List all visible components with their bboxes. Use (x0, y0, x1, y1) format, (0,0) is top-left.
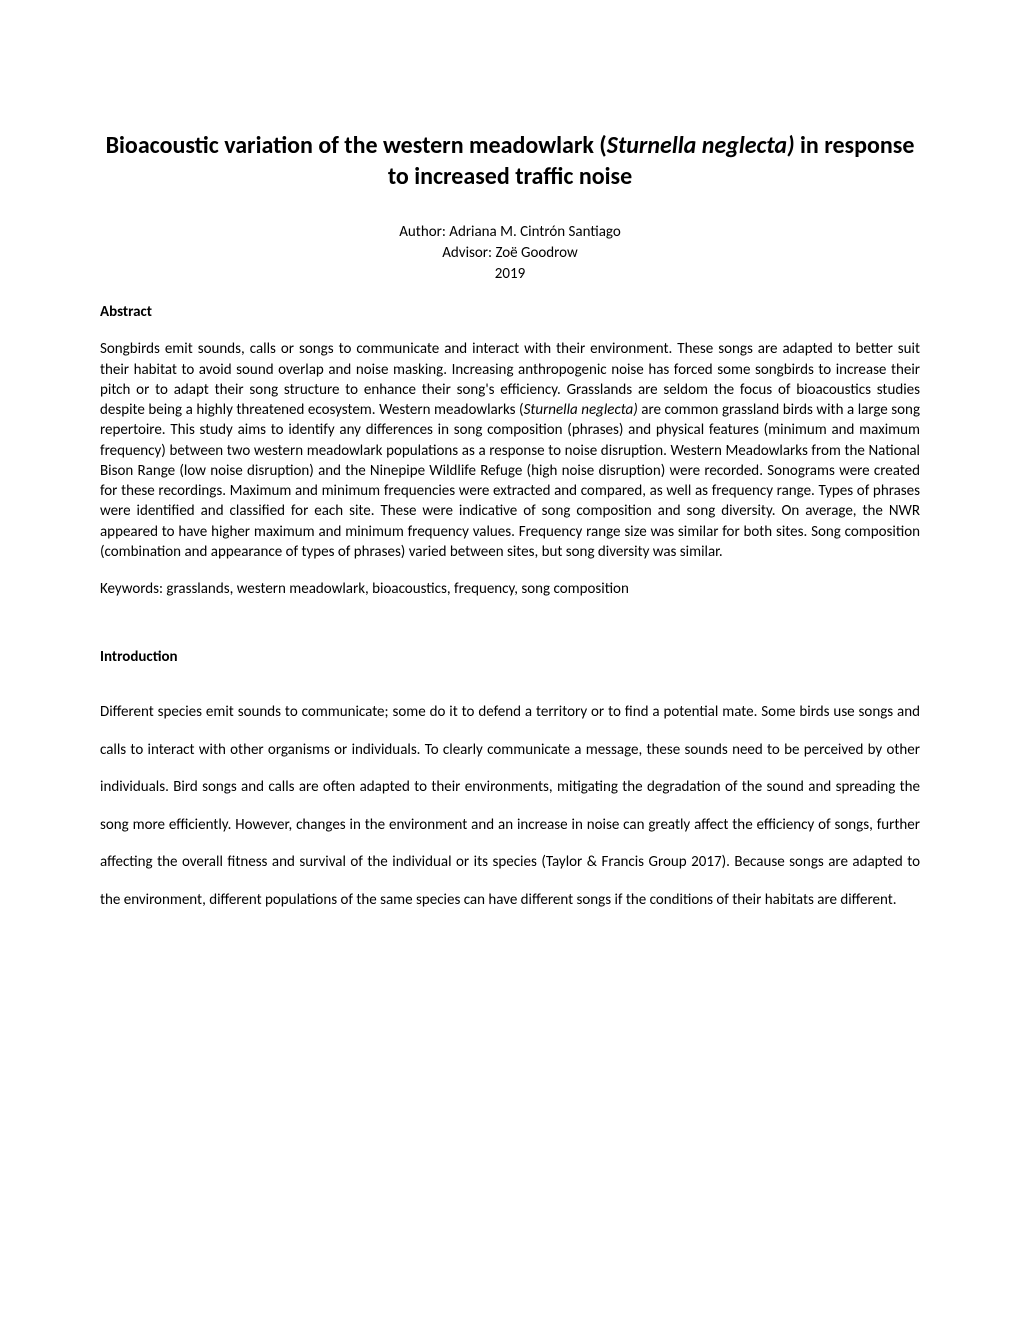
abstract-text-2: are common grassland birds with a large … (100, 401, 920, 561)
abstract-species: Sturnella neglecta) (524, 401, 638, 419)
author-line: Author: Adriana M. Cintrón Santiago (100, 222, 920, 243)
paper-title: Bioacoustic variation of the western mea… (100, 130, 920, 192)
introduction-heading: Introduction (100, 648, 920, 666)
abstract-body: Songbirds emit sounds, calls or songs to… (100, 339, 920, 562)
title-prefix: Bioacoustic variation of the western mea… (106, 131, 607, 160)
keywords-line: Keywords: grasslands, western meadowlark… (100, 580, 920, 598)
introduction-body: Different species emit sounds to communi… (100, 694, 920, 919)
title-species: Sturnella neglecta) (607, 131, 795, 160)
abstract-heading: Abstract (100, 303, 920, 321)
author-block: Author: Adriana M. Cintrón Santiago Advi… (100, 222, 920, 285)
advisor-line: Advisor: Zoë Goodrow (100, 243, 920, 264)
year-line: 2019 (100, 264, 920, 285)
